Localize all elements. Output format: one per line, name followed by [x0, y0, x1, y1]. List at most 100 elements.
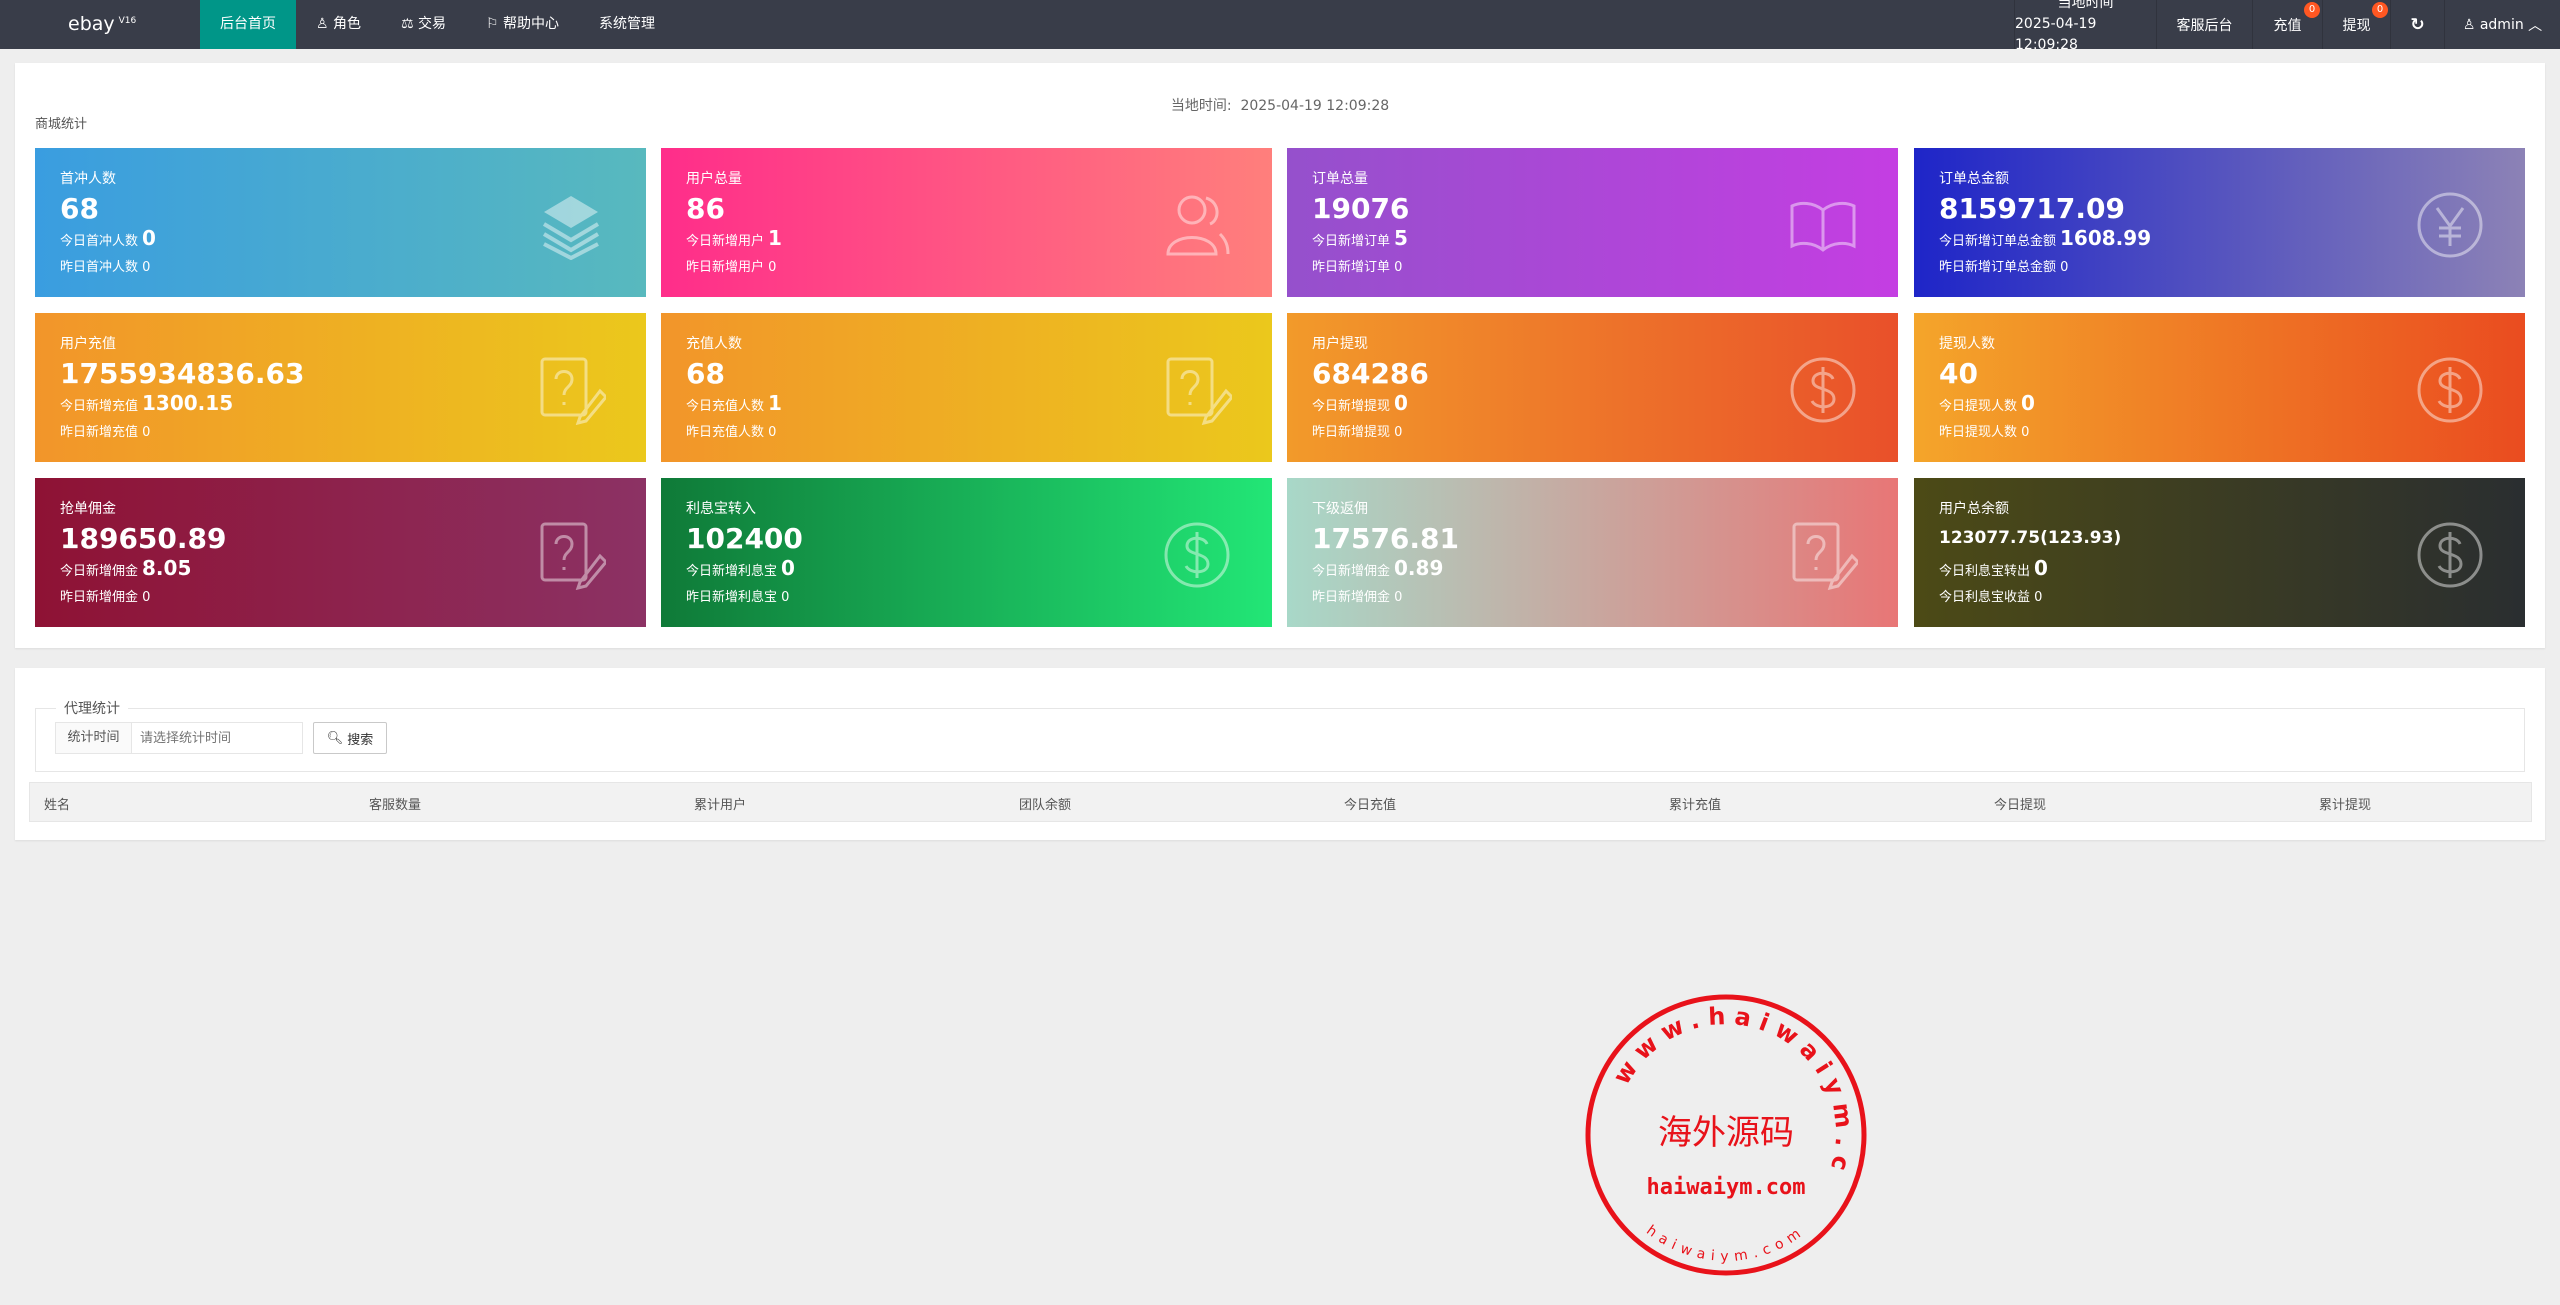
- section-title: 商城统计: [35, 117, 88, 132]
- stat-card: 订单总量 19076 今日新增订单 5 昨日新增订单 0: [1287, 148, 1898, 297]
- card-yesterday-label: 昨日新增充值: [60, 425, 139, 440]
- recharge-badge: 0: [2304, 2, 2320, 18]
- card-today-label: 今日新增订单: [1312, 234, 1391, 249]
- user-menu[interactable]: ♙ admin ︿: [2444, 0, 2560, 49]
- column-header: 累计充值: [1669, 798, 1722, 813]
- card-yesterday-value: 0: [768, 260, 777, 275]
- nav-clock: 当地时间 2025-04-19 12:09:28: [2014, 0, 2156, 53]
- stat-card: 用户充值 1755934836.63 今日新增充值 1300.15 昨日新增充值 0: [35, 313, 646, 462]
- stamp-top-arc: www.haiwaiym.com: [1583, 992, 1859, 1182]
- card-value: 68: [686, 357, 725, 390]
- card-today-label: 今日新增充值: [60, 399, 139, 414]
- stat-card: 用户总量 86 今日新增用户 1 昨日新增用户 0: [661, 148, 1272, 297]
- dollar-icon: [2415, 355, 2485, 425]
- layers-icon: [536, 190, 606, 261]
- card-yesterday-value: 0: [2060, 260, 2069, 275]
- stat-card: 下级返佣 17576.81 今日新增佣金 0.89 昨日新增佣金 0: [1287, 478, 1898, 627]
- card-title: 充值人数: [686, 336, 742, 352]
- card-value: 102400: [686, 522, 803, 555]
- card-value: 189650.89: [60, 522, 227, 555]
- recharge-button[interactable]: 充值 0: [2252, 0, 2322, 49]
- card-title: 订单总量: [1312, 171, 1368, 187]
- card-today: 今日首冲人数 0: [60, 226, 156, 250]
- users-icon: [1162, 190, 1232, 260]
- withdraw-label: 提现: [2342, 17, 2371, 34]
- agent-legend: 代理统计: [64, 701, 120, 717]
- card-yesterday-label: 今日利息宝收益: [1939, 590, 2031, 605]
- service-button[interactable]: 客服后台: [2156, 0, 2252, 49]
- stat-card: 提现人数 40 今日提现人数 0 昨日提现人数 0: [1914, 313, 2525, 462]
- card-title: 提现人数: [1939, 336, 1995, 352]
- dollar-icon: [1162, 520, 1232, 590]
- time-input[interactable]: [132, 723, 302, 753]
- card-yesterday-value: 0: [2034, 590, 2043, 605]
- column-header: 客服数量: [369, 798, 422, 813]
- card-today-value: 0: [1394, 391, 1408, 415]
- card-today-value: 1608.99: [2060, 226, 2152, 250]
- card-yesterday-value: 0: [768, 425, 777, 440]
- logo[interactable]: ebay V16: [68, 13, 136, 35]
- watermark-stamp: www.haiwaiym.com 海外源码 haiwaiym.com haiwa…: [1583, 992, 1867, 1276]
- card-value: 17576.81: [1312, 522, 1460, 555]
- card-title: 首冲人数: [60, 171, 116, 187]
- card-yesterday: 昨日充值人数 0: [686, 421, 776, 440]
- card-today: 今日新增提现 0: [1312, 391, 1408, 415]
- table-header: 姓名 客服数量 累计用户 团队余额 今日充值 累计充值 今日提现 累计提现: [29, 782, 2532, 822]
- local-time-label: 当地时间:: [1170, 98, 1232, 114]
- card-yesterday-value: 0: [142, 425, 151, 440]
- card-yesterday: 昨日提现人数 0: [1939, 421, 2029, 440]
- card-title: 用户充值: [60, 336, 116, 352]
- card-title: 下级返佣: [1312, 501, 1368, 517]
- card-today-value: 1: [768, 391, 782, 415]
- help-edit-icon: [1788, 520, 1861, 591]
- time-label: 统计时间: [56, 723, 132, 753]
- card-today: 今日充值人数 1: [686, 391, 782, 415]
- card-today-label: 今日新增提现: [1312, 399, 1391, 414]
- card-yesterday: 昨日新增利息宝 0: [686, 586, 789, 605]
- card-today-value: 0: [142, 226, 156, 250]
- agent-stats-panel: 代理统计 统计时间 🔍︎搜索 姓名 客服数量 累计用户 团队余额 今日充值 累计充值 今日提…: [15, 668, 2545, 840]
- help-edit-icon: [1162, 355, 1235, 426]
- stat-card: 充值人数 68 今日充值人数 1 昨日充值人数 0: [661, 313, 1272, 462]
- card-today-value: 5: [1394, 226, 1408, 250]
- search-icon: 🔍︎: [326, 730, 344, 746]
- menu-role-label: 角色: [333, 16, 362, 32]
- local-time: 当地时间: 2025-04-19 12:09:28: [15, 95, 2545, 115]
- search-label: 搜索: [347, 732, 374, 748]
- search-button[interactable]: 🔍︎ 搜索: [313, 722, 387, 754]
- card-today: 今日新增充值 1300.15: [60, 391, 233, 415]
- card-yesterday-label: 昨日提现人数: [1939, 425, 2018, 440]
- refresh-icon[interactable]: ↻: [2390, 0, 2444, 49]
- card-today-label: 今日充值人数: [686, 399, 765, 414]
- menu-system[interactable]: 系统管理: [599, 16, 656, 32]
- dollar-icon: [2415, 520, 2485, 590]
- card-yesterday-value: 0: [1394, 260, 1403, 275]
- card-today-label: 今日提现人数: [1939, 399, 2018, 414]
- card-today: 今日新增订单 5: [1312, 226, 1408, 250]
- menu-trade-label: 交易: [418, 16, 447, 32]
- recharge-label: 充值: [2273, 17, 2302, 34]
- card-yesterday-label: 昨日新增佣金: [60, 590, 139, 605]
- card-title: 用户提现: [1312, 336, 1368, 352]
- menu-trade[interactable]: ⚖ 交易: [381, 0, 466, 49]
- column-header: 累计提现: [2319, 798, 2372, 813]
- menu-help[interactable]: ⚐ 帮助中心: [466, 0, 579, 49]
- card-yesterday: 昨日新增订单总金额 0: [1939, 256, 2068, 275]
- logo-text: ebay: [68, 13, 115, 35]
- card-value: 86: [686, 192, 725, 225]
- card-yesterday-label: 昨日首冲人数: [60, 260, 139, 275]
- menu-home[interactable]: 后台首页: [200, 0, 296, 49]
- card-yesterday-value: 0: [781, 590, 790, 605]
- menu-role[interactable]: ♙ 角色: [296, 0, 381, 49]
- card-yesterday: 昨日新增充值 0: [60, 421, 150, 440]
- menu-help-label: 帮助中心: [503, 16, 560, 32]
- card-yesterday-value: 0: [142, 590, 151, 605]
- withdraw-button[interactable]: 提现 0: [2322, 0, 2390, 49]
- card-value: 19076: [1312, 192, 1410, 225]
- card-yesterday-value: 0: [1394, 425, 1403, 440]
- card-today-label: 今日新增佣金: [60, 564, 139, 579]
- card-today: 今日新增利息宝 0: [686, 556, 795, 580]
- card-yesterday-label: 昨日新增提现: [1312, 425, 1391, 440]
- card-title: 利息宝转入: [686, 501, 756, 517]
- dollar-icon: [1788, 355, 1858, 425]
